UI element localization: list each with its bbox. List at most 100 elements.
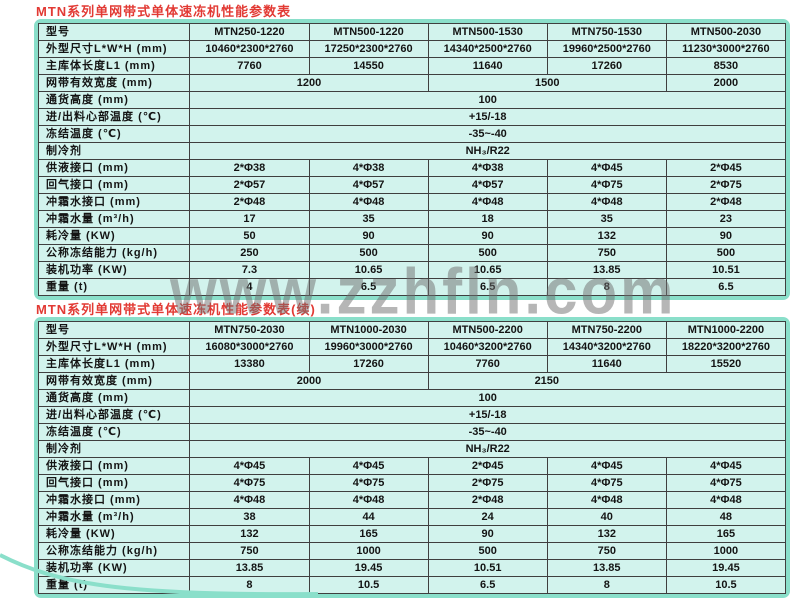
row-label: 回气接口 (mm) [37, 176, 191, 194]
model-header-cell: MTN250-1220 [189, 23, 310, 41]
row-label: 供液接口 (mm) [37, 159, 191, 177]
row-label: 进/出料心部温度 (℃) [37, 406, 191, 424]
value-cell: 4*Φ75 [546, 176, 667, 194]
value-cell: 90 [308, 227, 429, 245]
value-cell: 18220*3200*2760 [665, 338, 787, 356]
value-cell: 165 [665, 525, 787, 543]
value-cell: 4 [189, 278, 310, 296]
value-cell: 18 [427, 210, 548, 228]
table-row: 供液接口 (mm) 4*Φ45 4*Φ45 2*Φ45 4*Φ45 4*Φ45 [37, 457, 787, 475]
table2-title: MTN系列单网带式单体速冻机性能参数表(续) [36, 302, 316, 317]
value-cell: 4*Φ75 [189, 474, 310, 492]
table-row: 耗冷量 (KW) 50 90 90 132 90 [37, 227, 787, 245]
value-cell: 7760 [427, 355, 548, 373]
value-cell: +15/-18 [189, 406, 786, 424]
row-label: 型号 [37, 23, 191, 41]
value-cell: 4*Φ38 [427, 159, 548, 177]
value-cell: 11640 [427, 57, 548, 75]
value-cell: 250 [189, 244, 310, 262]
row-label: 重量 (t) [37, 278, 191, 296]
value-cell: 2*Φ48 [189, 193, 310, 211]
model-header-cell: MTN750-2030 [189, 321, 310, 339]
value-cell: 4*Φ48 [189, 491, 310, 509]
table-row: 主库体长度L1 (mm) 13380 17260 7760 11640 15520 [37, 355, 787, 373]
value-cell: 4*Φ48 [308, 491, 429, 509]
table-row: 重量 (t) 8 10.5 6.5 8 10.5 [37, 576, 787, 594]
spec-table-grid: 型号 MTN750-2030 MTN1000-2030 MTN500-2200 MTN7… [37, 321, 787, 594]
value-cell: 4*Φ45 [308, 457, 429, 475]
row-label: 公称冻结能力 (kg/h) [37, 244, 191, 262]
value-cell: 11640 [546, 355, 667, 373]
value-cell: 750 [546, 542, 667, 560]
value-cell: 90 [427, 227, 548, 245]
row-label: 外型尺寸L*W*H (mm) [37, 40, 191, 58]
value-cell: 1500 [427, 74, 667, 92]
value-cell: 10.51 [427, 559, 548, 577]
value-cell: 48 [665, 508, 787, 526]
value-cell: 2000 [665, 74, 787, 92]
value-cell: 2*Φ75 [665, 176, 787, 194]
value-cell: 132 [189, 525, 310, 543]
value-cell: 4*Φ48 [308, 193, 429, 211]
value-cell: 17 [189, 210, 310, 228]
value-cell: 13.85 [546, 261, 667, 279]
table-row: 冻结温度 (℃) -35~-40 [37, 125, 786, 143]
value-cell: 4*Φ75 [308, 474, 429, 492]
row-label: 重量 (t) [37, 576, 191, 594]
row-label: 外型尺寸L*W*H (mm) [37, 338, 191, 356]
value-cell: -35~-40 [189, 423, 786, 441]
value-cell: 4*Φ48 [546, 491, 667, 509]
row-label: 制冷剂 [37, 440, 191, 458]
table-row: 进/出料心部温度 (℃) +15/-18 [37, 406, 786, 424]
value-cell: 8 [546, 576, 667, 594]
value-cell: 4*Φ48 [665, 491, 787, 509]
row-label: 进/出料心部温度 (℃) [37, 108, 191, 126]
value-cell: 8530 [665, 57, 787, 75]
value-cell: 90 [665, 227, 787, 245]
value-cell: 500 [427, 244, 548, 262]
table-row: 外型尺寸L*W*H (mm) 16080*3000*2760 19960*3000*… [37, 338, 787, 356]
table-row: 耗冷量 (KW) 132 165 90 132 165 [37, 525, 787, 543]
value-cell: 750 [546, 244, 667, 262]
row-label: 耗冷量 (KW) [37, 525, 191, 543]
value-cell: 40 [546, 508, 667, 526]
spec-table-1: 型号 MTN250-1220 MTN500-1220 MTN500-1530 MTN75… [34, 19, 790, 300]
value-cell: 4*Φ45 [665, 457, 787, 475]
value-cell: 4*Φ38 [308, 159, 429, 177]
value-cell: 17250*2300*2760 [308, 40, 429, 58]
value-cell: 19960*3000*2760 [308, 338, 429, 356]
table-row: 冲霜水量 (m³/h) 17 35 18 35 23 [37, 210, 787, 228]
table-row: 网带有效宽度 (mm) 2000 2150 [37, 372, 787, 390]
table-row: 制冷剂 NH₃/R22 [37, 440, 786, 458]
value-cell: 10460*2300*2760 [189, 40, 310, 58]
row-label: 供液接口 (mm) [37, 457, 191, 475]
value-cell: NH₃/R22 [189, 440, 786, 458]
value-cell: 10.5 [665, 576, 787, 594]
value-cell: 132 [546, 525, 667, 543]
row-label: 装机功率 (KW) [37, 261, 191, 279]
row-label: 制冷剂 [37, 142, 191, 160]
value-cell: 7.3 [189, 261, 310, 279]
table-row: 进/出料心部温度 (℃) +15/-18 [37, 108, 786, 126]
value-cell: 10460*3200*2760 [427, 338, 548, 356]
value-cell: 8 [189, 576, 310, 594]
value-cell: 17260 [308, 355, 429, 373]
table-row: 冲霜水接口 (mm) 2*Φ48 4*Φ48 4*Φ48 4*Φ48 2*Φ48 [37, 193, 787, 211]
value-cell: 23 [665, 210, 787, 228]
value-cell: 1000 [308, 542, 429, 560]
table-header-row: 型号 MTN250-1220 MTN500-1220 MTN500-1530 MTN75… [37, 23, 787, 41]
row-label: 公称冻结能力 (kg/h) [37, 542, 191, 560]
value-cell: 19.45 [665, 559, 787, 577]
value-cell: 11230*3000*2760 [665, 40, 787, 58]
row-label: 冲霜水量 (m³/h) [37, 508, 191, 526]
value-cell: 4*Φ45 [546, 159, 667, 177]
value-cell: 13.85 [189, 559, 310, 577]
row-label: 冻结温度 (℃) [37, 125, 191, 143]
value-cell: 500 [308, 244, 429, 262]
spec-table-2: 型号 MTN750-2030 MTN1000-2030 MTN500-2200 MTN7… [34, 317, 790, 598]
value-cell: 2*Φ75 [427, 474, 548, 492]
row-label: 网带有效宽度 (mm) [37, 74, 191, 92]
row-label: 型号 [37, 321, 191, 339]
value-cell: 2*Φ48 [665, 193, 787, 211]
value-cell: 100 [189, 91, 786, 109]
